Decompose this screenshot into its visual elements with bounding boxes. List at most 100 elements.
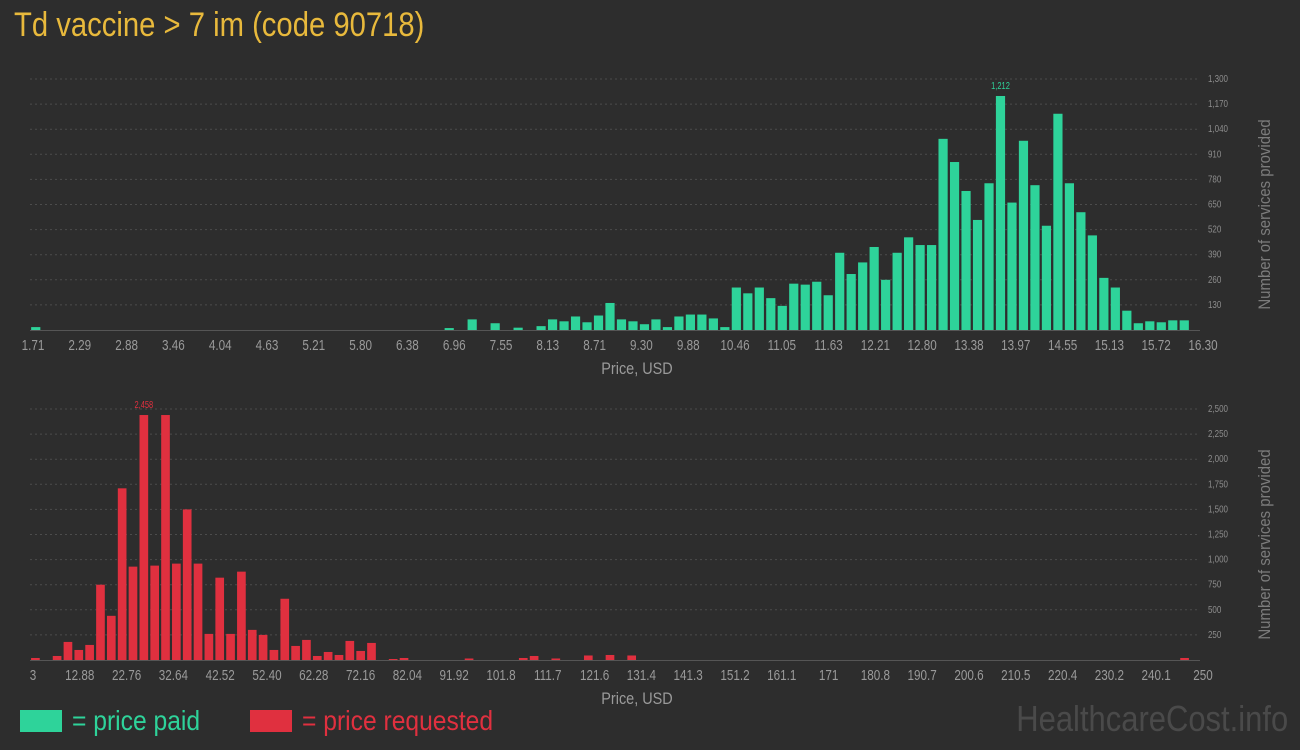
max-value-label: 2,458 <box>134 399 153 410</box>
y-tick-label: 1,040 <box>1208 123 1228 134</box>
bar <box>128 566 138 660</box>
legend-label-paid: = price paid <box>72 705 201 736</box>
bar <box>63 641 73 660</box>
x-tick-label: 32.64 <box>159 667 189 684</box>
bar <box>31 327 41 330</box>
bar <box>1156 322 1166 330</box>
y-tick-label: 1,500 <box>1208 504 1228 515</box>
x-tick-label: 11.05 <box>768 337 796 354</box>
bar <box>1064 183 1074 330</box>
bar <box>490 323 500 330</box>
x-tick-label: 190.7 <box>908 667 937 684</box>
x-tick-label: 72.16 <box>346 667 375 684</box>
bar <box>593 315 604 330</box>
bar <box>869 246 879 330</box>
bar <box>399 657 409 660</box>
x-tick-label: 121.6 <box>580 667 609 684</box>
x-tick-label: 210.5 <box>1001 667 1030 684</box>
x-tick-label: 131.4 <box>627 667 657 684</box>
bar <box>96 584 105 660</box>
bar <box>334 654 344 660</box>
bar <box>513 327 523 330</box>
bar <box>627 655 637 660</box>
x-tick-label: 141.3 <box>674 667 703 684</box>
bar <box>605 654 615 660</box>
y-tick-label: 1,300 <box>1208 73 1228 84</box>
x-tick-label: 230.2 <box>1095 667 1124 684</box>
x-tick-label: 12.80 <box>908 337 937 354</box>
y-tick-label: 250 <box>1208 629 1221 640</box>
bar <box>972 219 983 330</box>
x-tick-label: 250 <box>1193 667 1213 684</box>
x-tick-label: 52.40 <box>252 667 281 684</box>
bar <box>904 237 914 330</box>
bar <box>226 633 235 660</box>
bar <box>892 252 902 330</box>
x-tick-label: 1.71 <box>22 337 45 354</box>
y-tick-label: 260 <box>1208 274 1221 285</box>
bar <box>31 657 40 660</box>
bar <box>1087 235 1097 330</box>
x-tick-label: 10.46 <box>720 337 749 354</box>
bar <box>835 252 845 330</box>
x-tick-label: 3.46 <box>162 337 185 354</box>
bar <box>356 650 365 660</box>
bar <box>237 571 246 660</box>
y-tick-label: 390 <box>1208 249 1221 260</box>
x-tick-label: 2.29 <box>68 337 91 354</box>
bar <box>984 183 994 330</box>
bar <box>1099 277 1109 330</box>
y-axis-title: Number of services provided <box>1256 449 1274 639</box>
y-tick-label: 650 <box>1208 199 1221 210</box>
price-requested-histogram: 250 500 750 1,000 1,250 1,500 1,750 2,000 2,250 2… <box>30 399 1275 708</box>
bar <box>926 245 937 330</box>
x-tick-label: 13.97 <box>1001 337 1030 354</box>
bar <box>570 316 581 330</box>
x-tick-label: 200.6 <box>954 667 983 684</box>
bar <box>464 658 474 660</box>
bar <box>754 287 764 330</box>
bar <box>291 645 300 660</box>
bar <box>1041 225 1052 330</box>
x-tick-label: 91.92 <box>440 667 469 684</box>
bar <box>812 281 822 330</box>
x-tick-label: 5.21 <box>302 337 325 354</box>
bar <box>172 563 181 660</box>
bar <box>1076 212 1086 330</box>
bar <box>938 138 948 330</box>
watermark: HealthcareCost.info <box>1016 698 1288 739</box>
bar <box>743 293 753 330</box>
bar <box>1179 320 1189 330</box>
x-tick-label: 13.38 <box>954 337 983 354</box>
x-tick-label: 15.72 <box>1142 337 1171 354</box>
x-axis-title: Price, USD <box>601 360 672 378</box>
bar <box>915 245 925 330</box>
bar <box>777 305 787 330</box>
x-tick-label: 111.7 <box>534 667 562 684</box>
bar <box>1053 113 1063 330</box>
bar <box>1007 202 1017 330</box>
bar <box>547 319 558 330</box>
bar <box>651 319 661 330</box>
bar <box>720 327 730 330</box>
bar <box>269 649 279 660</box>
bar <box>995 95 1006 330</box>
y-tick-label: 910 <box>1208 148 1221 159</box>
bar <box>345 640 355 660</box>
bar <box>628 321 638 330</box>
x-tick-label: 4.63 <box>256 337 279 354</box>
bar <box>529 655 539 660</box>
bar <box>258 634 268 660</box>
bar <box>536 326 546 330</box>
y-tick-label: 2,500 <box>1208 403 1228 414</box>
x-tick-label: 62.28 <box>299 667 328 684</box>
bar <box>708 318 718 330</box>
bar <box>582 322 592 330</box>
bar <box>74 649 84 660</box>
x-tick-label: 15.13 <box>1095 337 1124 354</box>
bar <box>858 262 868 330</box>
legend-price-paid: = price paid <box>20 704 218 738</box>
x-tick-label: 8.13 <box>536 337 559 354</box>
x-tick-label: 220.4 <box>1048 667 1078 684</box>
y-tick-label: 750 <box>1208 579 1221 590</box>
